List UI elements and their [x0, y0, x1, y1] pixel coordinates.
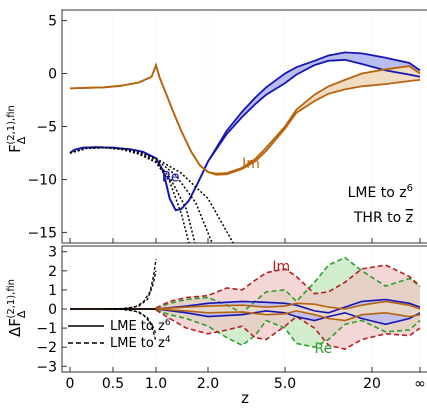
top-y-tick-label: −15 — [27, 225, 57, 241]
bottom-y-tick-label: −1 — [36, 321, 57, 337]
top-panel: 5 0 −5 −10 −15 FΔ(2,1),fin Re Im LME to z6 TH… — [6, 9, 427, 244]
top-y-axis-label: FΔ(2,1),fin — [6, 105, 28, 153]
bottom-y-axis-label: ΔFΔ(2,1),fin — [6, 279, 28, 337]
bottom-x-tick-label: ∞ — [414, 376, 426, 392]
bottom-lme-z4-line — [108, 270, 157, 310]
bottom-re_band-lower-line — [70, 308, 421, 326]
top-y-tick-label: 0 — [48, 67, 57, 83]
top-dotted-line — [69, 146, 234, 244]
bottom-lme-z4-line — [108, 308, 157, 335]
bottom-series-labels: Im Re — [272, 259, 332, 357]
top-panel-frame — [61, 9, 427, 244]
top-y-tick-label: 5 — [48, 14, 57, 30]
top-im-lower-line — [69, 62, 421, 176]
top-grid — [69, 10, 421, 243]
top-series-labels: Re Im — [162, 156, 260, 186]
bottom-y-tick-label: −2 — [36, 340, 57, 356]
top-lines — [69, 51, 421, 244]
bottom-lines — [70, 256, 421, 350]
bottom-y-tick-label: 3 — [48, 245, 57, 261]
top-y-tick-label: −5 — [36, 120, 57, 136]
top-dotted-line — [69, 146, 196, 244]
bottom-y-ticks: 3 2 1 0 −1 −2 −3 — [36, 245, 67, 375]
top-label-re: Re — [162, 170, 180, 186]
bottom-re_band-upper-line — [70, 298, 421, 314]
top-x-ticks — [69, 238, 421, 243]
bottom-y-tick-label: 2 — [48, 264, 57, 280]
bottom-y-tick-label: 0 — [48, 302, 57, 318]
annotation-thr: THR to z — [353, 210, 413, 226]
bottom-im_band-upper-line — [70, 300, 421, 310]
bottom-x-tick-label: 20 — [363, 376, 381, 392]
bottom-im_band-lower-line — [70, 308, 421, 322]
bottom-green_band-lower-line — [155, 309, 421, 349]
top-label-im: Im — [242, 156, 260, 172]
bottom-red_band-lower-line — [155, 309, 421, 350]
bottom-label-re: Re — [314, 341, 332, 357]
bottom-x-ticks: 0 0.5 1.0 2.0 5.0 20 ∞ — [66, 367, 426, 392]
legend-label-dashed: LME to z4 — [110, 335, 171, 351]
annotation-lme: LME to z6 — [348, 183, 413, 201]
bottom-x-tick-label: 5.0 — [274, 376, 296, 392]
bottom-y-tick-label: −3 — [36, 359, 57, 375]
bottom-lme-z4-line — [104, 259, 157, 310]
bottom-red_band-upper-line — [155, 264, 421, 309]
bottom-y-tick-label: 1 — [48, 283, 57, 299]
bottom-x-tick-label: 0.5 — [102, 376, 124, 392]
bottom-x-tick-label: 0 — [66, 376, 75, 392]
top-re-band — [70, 52, 420, 211]
top-dotted-line — [69, 146, 190, 244]
x-axis-label: z — [241, 389, 249, 407]
top-y-ticks: 5 0 −5 −10 −15 — [27, 14, 67, 241]
bottom-x-tick-label: 1.0 — [145, 376, 167, 392]
bottom-x-tick-label: 2.0 — [197, 376, 219, 392]
method-annotation: LME to z6 THR to z — [348, 183, 413, 226]
top-y-tick-label: −10 — [27, 172, 57, 188]
legend-label-solid: LME to z6 — [110, 318, 171, 334]
bottom-panel: 3 2 1 0 −1 −2 −3 0 0.5 1.0 2.0 5.0 20 ∞ ΔFΔ(2,1),fin… — [6, 245, 427, 407]
bottom-label-im: Im — [272, 259, 290, 275]
